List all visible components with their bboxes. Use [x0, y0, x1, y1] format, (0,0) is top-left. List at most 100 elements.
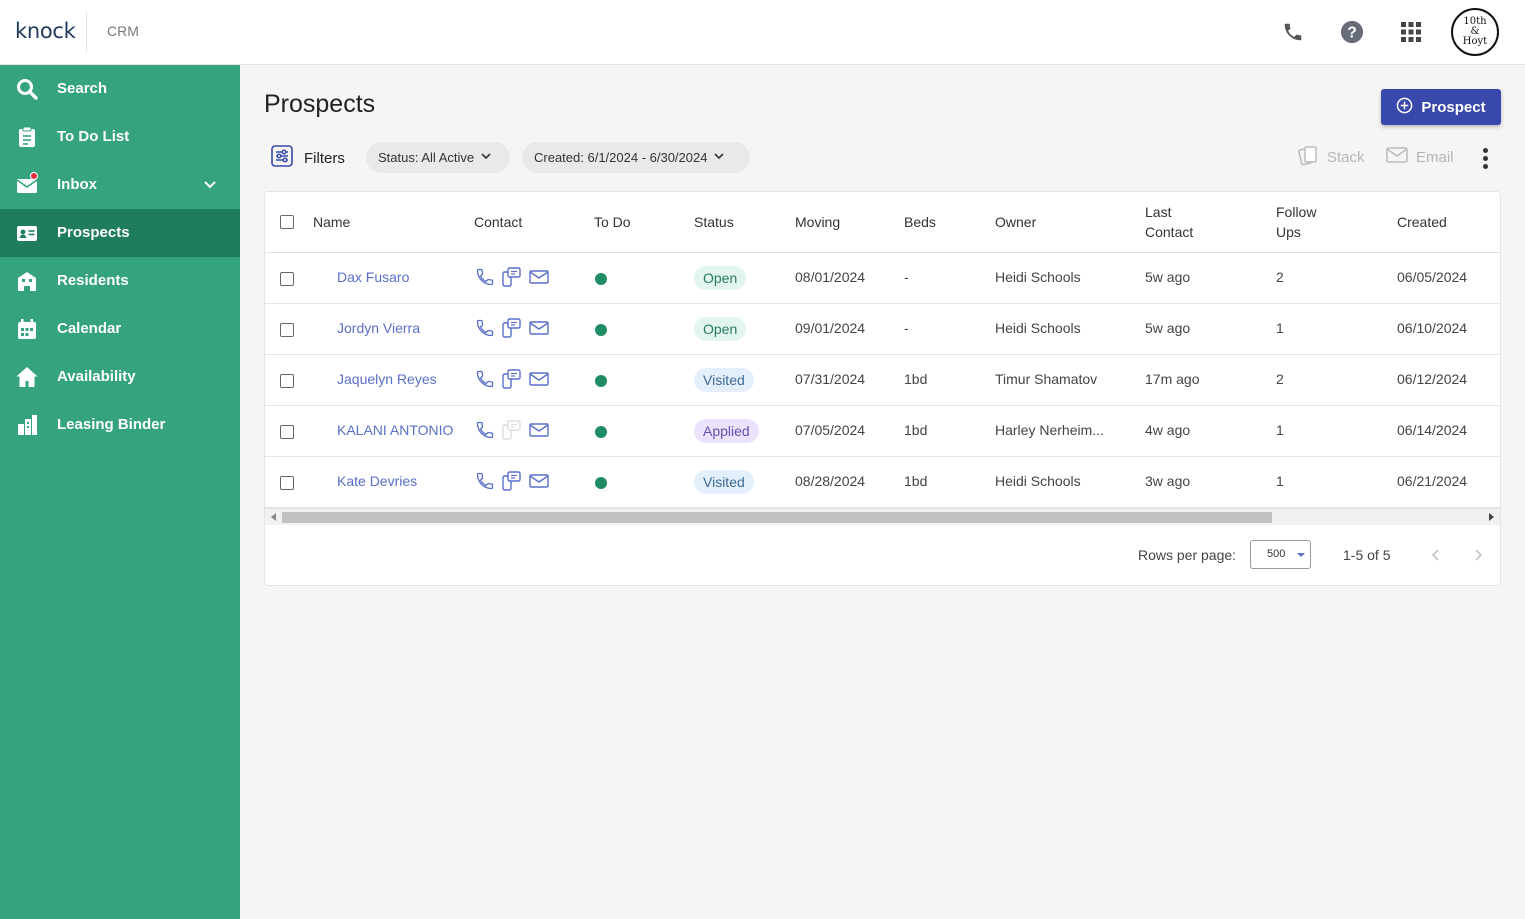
prospect-name-link[interactable]: KALANI ANTONIO: [337, 422, 454, 438]
status-filter-label: Status: All Active: [378, 150, 475, 165]
email-icon[interactable]: [529, 369, 549, 389]
column-header-status[interactable]: Status: [694, 214, 734, 230]
moving-date: 08/01/2024: [795, 269, 866, 285]
sms-icon[interactable]: [502, 471, 522, 491]
more-options-icon[interactable]: [1476, 146, 1494, 170]
row-checkbox[interactable]: [280, 374, 294, 388]
table-row[interactable]: Dax Fusaro Open 08/01/2024 - Heidi Schoo…: [265, 253, 1500, 304]
todo-status-dot[interactable]: [595, 324, 607, 336]
prospect-name-link[interactable]: Kate Devries: [337, 473, 418, 489]
column-header-owner[interactable]: Owner: [995, 214, 1037, 230]
sidebar-item-leasing-binder[interactable]: Leasing Binder: [0, 401, 240, 449]
row-checkbox[interactable]: [280, 272, 294, 286]
table-row[interactable]: Kate Devries Visited 08/28/2024 1bd Heid…: [265, 457, 1500, 508]
todo-status-dot[interactable]: [595, 375, 607, 387]
apps-grid-icon[interactable]: [1399, 20, 1423, 44]
avatar[interactable]: 10th & Hoyt: [1451, 8, 1499, 56]
phone-icon[interactable]: [1281, 20, 1305, 44]
prospect-name-link[interactable]: Jaquelyn Reyes: [337, 371, 437, 387]
chevron-down-icon: [713, 150, 725, 165]
sidebar-item-prospects[interactable]: Prospects: [0, 209, 240, 257]
sidebar-item-calendar[interactable]: Calendar: [0, 305, 240, 353]
sidebar-item-todo[interactable]: To Do List: [0, 113, 240, 161]
table-row[interactable]: KALANI ANTONIO Applied 07/05/2024 1bd Ha…: [265, 406, 1500, 457]
phone-icon[interactable]: [475, 471, 495, 491]
sidebar: Search To Do List Inbox Prospects Reside…: [0, 65, 240, 919]
sidebar-item-search[interactable]: Search: [0, 65, 240, 113]
column-header-contact[interactable]: Contact: [474, 214, 523, 230]
follow-ups-count: 2: [1276, 269, 1284, 285]
select-all-checkbox[interactable]: [280, 215, 294, 229]
beds-value: -: [904, 320, 909, 336]
horizontal-scrollbar[interactable]: [265, 508, 1500, 525]
stack-button[interactable]: Stack: [1297, 146, 1365, 168]
scroll-left-arrow[interactable]: [271, 513, 276, 521]
sms-icon[interactable]: [502, 267, 522, 287]
row-checkbox[interactable]: [280, 425, 294, 439]
sidebar-item-label: Leasing Binder: [57, 416, 166, 433]
svg-text:?: ?: [1347, 25, 1357, 42]
sidebar-item-label: Inbox: [57, 176, 97, 193]
phone-icon[interactable]: [475, 318, 495, 338]
column-header-last-contact[interactable]: Last Contact: [1145, 202, 1193, 242]
beds-value: 1bd: [904, 422, 928, 438]
column-header-created[interactable]: Created: [1397, 214, 1447, 230]
rows-per-page-select[interactable]: 500: [1250, 540, 1311, 569]
column-header-name[interactable]: Name: [313, 214, 351, 230]
contact-icons: [475, 369, 549, 389]
add-prospect-button[interactable]: Prospect: [1381, 89, 1501, 125]
table-row[interactable]: Jaquelyn Reyes Visited 07/31/2024 1bd Ti…: [265, 355, 1500, 406]
knock-logo[interactable]: knock: [15, 19, 76, 43]
scrollbar-thumb[interactable]: [282, 512, 1272, 523]
email-button[interactable]: Email: [1386, 146, 1454, 168]
email-icon[interactable]: [529, 267, 549, 287]
scroll-right-arrow[interactable]: [1489, 513, 1494, 521]
chevron-down-icon[interactable]: [203, 178, 217, 192]
todo-status-dot[interactable]: [595, 273, 607, 285]
sidebar-item-inbox[interactable]: Inbox: [0, 161, 240, 209]
created-filter-chip[interactable]: Created: 6/1/2024 - 6/30/2024: [522, 142, 750, 173]
sms-icon[interactable]: [502, 369, 522, 389]
email-icon[interactable]: [529, 471, 549, 491]
building-icon: [16, 270, 38, 292]
column-header-todo[interactable]: To Do: [594, 214, 631, 230]
filters-button[interactable]: Filters: [270, 144, 345, 172]
column-header-follow-ups[interactable]: Follow Ups: [1276, 202, 1316, 242]
table-row[interactable]: Jordyn Vierra Open 09/01/2024 - Heidi Sc…: [265, 304, 1500, 355]
todo-status-dot[interactable]: [595, 477, 607, 489]
sidebar-item-residents[interactable]: Residents: [0, 257, 240, 305]
header-line: Contact: [1145, 224, 1194, 240]
last-contact: 5w ago: [1145, 269, 1191, 285]
last-contact: 5w ago: [1145, 320, 1191, 336]
row-checkbox[interactable]: [280, 476, 294, 490]
header-line: Last: [1145, 204, 1172, 220]
phone-icon[interactable]: [475, 267, 495, 287]
column-header-beds[interactable]: Beds: [904, 214, 936, 230]
contact-icons: [475, 318, 549, 338]
phone-icon[interactable]: [475, 369, 495, 389]
home-icon: [16, 366, 38, 388]
follow-ups-count: 1: [1276, 473, 1284, 489]
envelope-icon: [16, 174, 38, 196]
last-contact: 4w ago: [1145, 422, 1191, 438]
cards-stack-icon: [1297, 144, 1319, 170]
header-line: Ups: [1276, 224, 1301, 240]
column-header-moving[interactable]: Moving: [795, 214, 841, 230]
help-icon[interactable]: ?: [1340, 20, 1364, 44]
prospect-name-link[interactable]: Dax Fusaro: [337, 269, 410, 285]
prospect-name-link[interactable]: Jordyn Vierra: [337, 320, 421, 336]
sms-icon[interactable]: [502, 318, 522, 338]
todo-status-dot[interactable]: [595, 426, 607, 438]
status-badge: Visited: [694, 470, 754, 494]
contact-icons: [475, 267, 549, 287]
phone-icon[interactable]: [475, 420, 495, 440]
sidebar-item-label: Residents: [57, 272, 129, 289]
status-filter-chip[interactable]: Status: All Active: [366, 142, 510, 173]
sms-disabled-icon: [502, 420, 522, 440]
chevron-right-icon[interactable]: [1471, 547, 1485, 563]
sidebar-item-availability[interactable]: Availability: [0, 353, 240, 401]
row-checkbox[interactable]: [280, 323, 294, 337]
chevron-left-icon[interactable]: [1429, 547, 1443, 563]
email-icon[interactable]: [529, 420, 549, 440]
email-icon[interactable]: [529, 318, 549, 338]
